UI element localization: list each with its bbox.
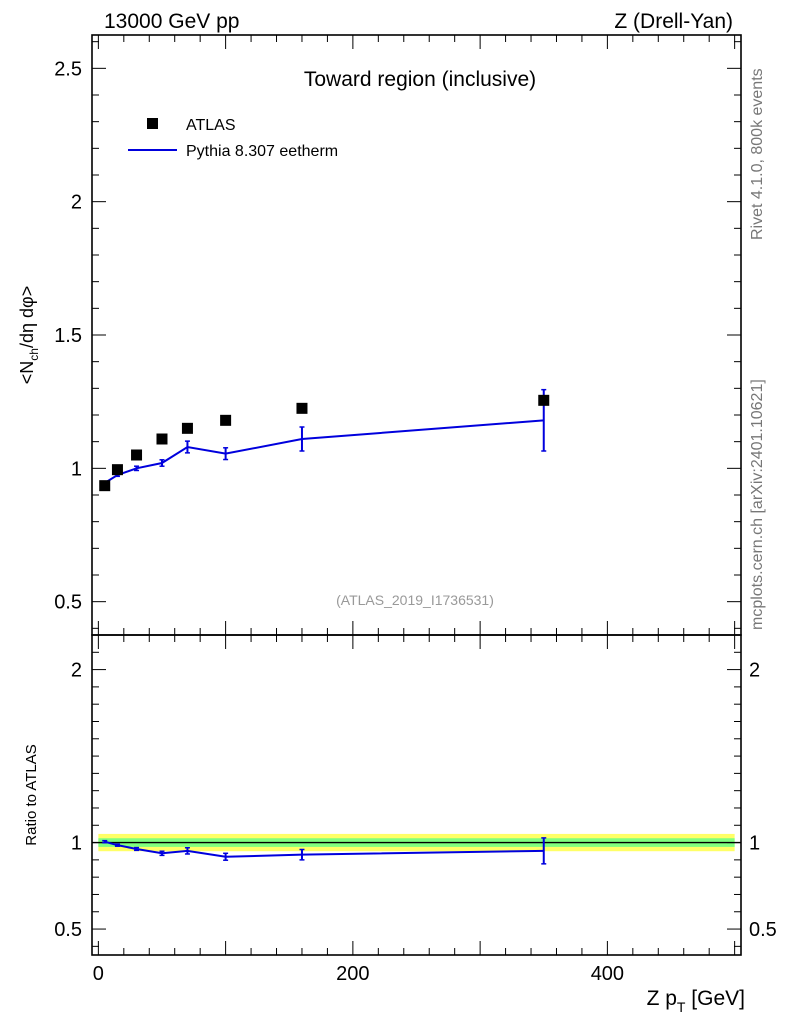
- ratio-y-tick-label-right: 0.5: [749, 919, 777, 941]
- main-series-layer: [99, 388, 550, 492]
- x-tick-label: 400: [591, 963, 624, 985]
- rivet-version-label: Rivet 4.1.0, 800k events: [749, 68, 766, 240]
- plot-title: Toward region (inclusive): [304, 68, 536, 91]
- ratio-y-axis-label: Ratio to ATLAS: [23, 744, 40, 845]
- y-label-sub: ch: [27, 348, 41, 361]
- ratio-pythia-line: [104, 840, 544, 858]
- atlas-data-point: [296, 402, 308, 414]
- main-y-tick-label: 2: [71, 192, 82, 214]
- source-label: mcplots.cern.ch [arXiv:2401.10621]: [749, 379, 766, 630]
- ratio-series-layer: [102, 837, 547, 865]
- atlas-data-point: [538, 394, 550, 406]
- x-label-pre: Z p: [647, 987, 677, 1010]
- ratio-y-tick-label-left: 1: [71, 833, 82, 855]
- analysis-watermark: (ATLAS_2019_I1736531): [336, 592, 494, 608]
- y-label-pre: <N: [17, 361, 37, 385]
- ratio-y-tick-label-right: 1: [749, 833, 760, 855]
- y-label-post: /dη dφ>: [17, 286, 37, 348]
- atlas-data-point: [131, 449, 143, 461]
- main-y-tick-label: 2.5: [54, 58, 82, 80]
- x-label-post: [GeV]: [685, 987, 745, 1010]
- x-tick-label: 0: [93, 963, 104, 985]
- x-label-sub: T: [677, 999, 686, 1015]
- atlas-data-point: [99, 480, 111, 492]
- legend: ATLAS Pythia 8.307 eetherm: [128, 117, 338, 160]
- pythia-line: [104, 419, 544, 484]
- x-tick-label: 200: [336, 963, 369, 985]
- x-axis-label: Z pT [GeV]: [647, 987, 745, 1015]
- atlas-data-point: [220, 414, 232, 426]
- ratio-y-tick-label-left: 0.5: [54, 919, 82, 941]
- ratio-reference-band: [92, 833, 741, 852]
- legend-pythia-label: Pythia 8.307 eetherm: [186, 143, 338, 160]
- atlas-data-point: [181, 422, 193, 434]
- header-right: Z (Drell-Yan): [614, 10, 733, 33]
- main-y-tick-label: 1: [71, 458, 82, 480]
- atlas-data-point: [156, 433, 168, 445]
- ratio-y-tick-label-left: 2: [71, 660, 82, 682]
- legend-atlas-marker: [147, 118, 158, 129]
- main-y-tick-label: 0.5: [54, 592, 82, 614]
- legend-atlas-label: ATLAS: [186, 117, 236, 134]
- atlas-data-point: [111, 464, 123, 476]
- ratio-panel-frame: [91, 634, 742, 956]
- main-y-axis-label: <Nch/dη dφ>: [17, 286, 41, 384]
- ratio-y-tick-label-right: 2: [749, 660, 760, 682]
- main-y-tick-label: 1.5: [54, 325, 82, 347]
- header-left: 13000 GeV pp: [104, 10, 239, 33]
- axis-ticks: 0.5 1 1.5 2 2.5 0 200 400 0.5 0.5 1 1 2 2: [54, 35, 777, 985]
